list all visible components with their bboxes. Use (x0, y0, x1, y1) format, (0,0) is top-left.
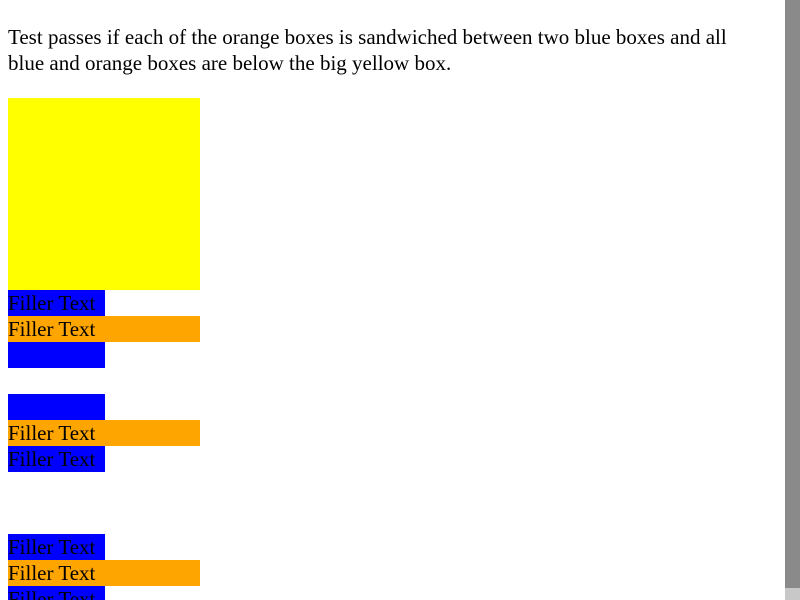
scrollbar-thumb[interactable] (785, 588, 800, 600)
blue-box: Filler Text (8, 446, 105, 472)
yellow-box (8, 98, 200, 290)
orange-box: Filler Text (8, 420, 200, 446)
test-instructions: Test passes if each of the orange boxes … (8, 25, 727, 75)
blue-box: Filler Text (8, 290, 105, 316)
blue-box: Filler Text (8, 534, 105, 560)
orange-box: Filler Text (8, 316, 200, 342)
orange-box: Filler Text (8, 560, 200, 586)
blue-box (8, 394, 105, 420)
vertical-scrollbar[interactable] (785, 0, 800, 600)
blue-box: Filler Text (8, 586, 105, 600)
blue-box (8, 342, 105, 368)
